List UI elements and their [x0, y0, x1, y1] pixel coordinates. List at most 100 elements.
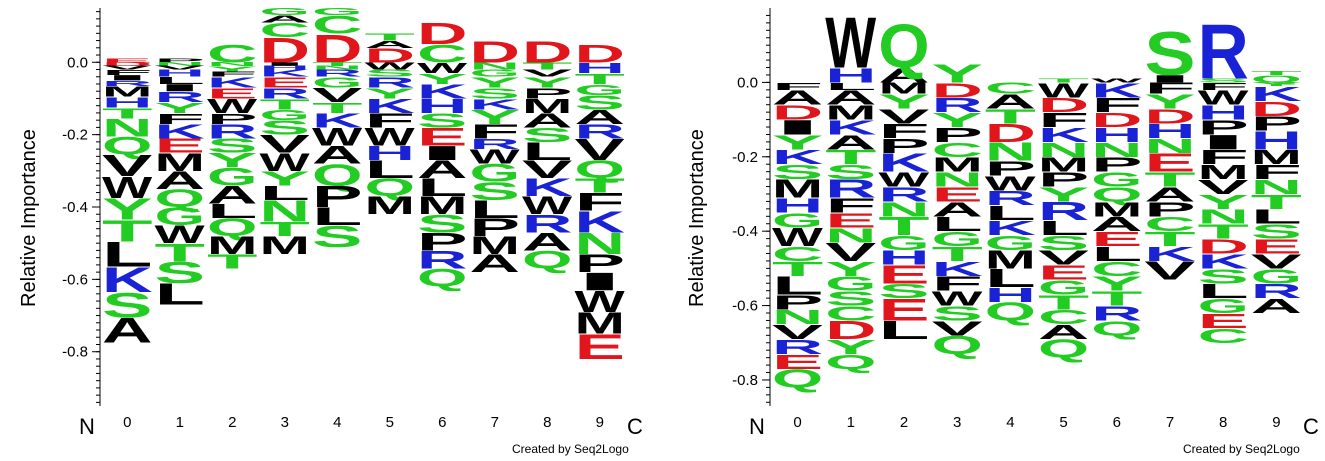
logo-letter-S: S [878, 279, 929, 302]
logo-letter-Q: Q [417, 264, 467, 292]
logo-letter-A: A [365, 39, 416, 50]
logo-letter-G: G [1091, 168, 1142, 191]
logo-letter-E: E [1144, 149, 1195, 178]
logo-letter-Q: Q [932, 331, 983, 360]
logo-letter-P: P [1251, 112, 1302, 135]
logo-letter-E: E [575, 327, 625, 366]
logo-panel-right: Relative Importance N C Created by Seq2L… [686, 2, 1319, 456]
x-tick-label: 2 [900, 414, 908, 431]
logo-letter-G: G [470, 159, 520, 187]
y-tick-label: -0.6 [732, 298, 758, 315]
y-tick-label: -0.4 [732, 223, 758, 240]
logo-letter-P: P [1091, 153, 1142, 176]
logo-letter-W: W [1038, 79, 1089, 102]
logo-letter-N: N [1091, 139, 1142, 162]
x-tick-label: 4 [1006, 414, 1014, 431]
logo-letter-F: F [1198, 80, 1249, 92]
logo-letter-N: N [207, 61, 257, 67]
logo-letter-L: L [155, 75, 205, 86]
logo-letter-I: I [772, 116, 823, 139]
logo-letter-F: F [1144, 79, 1195, 96]
logo-letter-S: S [932, 302, 983, 325]
logo-letter-G: G [260, 6, 310, 17]
logo-letter-P: P [1198, 116, 1249, 139]
logo-letter-R: R [417, 246, 467, 274]
logo-letter-H: H [155, 68, 206, 79]
logo-letter-V: V [1038, 246, 1089, 269]
logo-letter-T: T [102, 105, 152, 122]
logo-letter-R: R [1038, 197, 1089, 226]
logo-letter-G: G [878, 232, 929, 255]
logo-letter-V: V [772, 320, 823, 343]
logo-letter-T: T [1038, 291, 1089, 314]
logo-letter-Y: Y [470, 106, 521, 129]
logo-letter-G: G [1251, 265, 1302, 288]
logo-letter-G: G [1038, 276, 1089, 299]
logo-letter-T: T [575, 174, 626, 196]
logo-letter-W: W [207, 95, 257, 118]
logo-letter-Q: Q [365, 174, 415, 202]
logo-letter-L: L [155, 278, 205, 311]
logo-letter-S: S [522, 124, 572, 147]
logo-letter-V: V [825, 238, 876, 267]
logo-letter-P: P [878, 134, 929, 157]
logo-letter-K: K [1091, 79, 1143, 102]
logo-letter-S: S [102, 286, 152, 325]
logo-letter-L: L [312, 202, 362, 230]
logo-letter-D: D [575, 40, 625, 68]
logo-letter-Y: Y [1091, 272, 1142, 295]
logo-letter-A: A [522, 109, 573, 132]
logo-panel-left: Relative Importance N C Created by Seq2L… [18, 6, 643, 456]
logo-letter-V: V [1251, 250, 1302, 273]
logo-letter-L: L [1251, 205, 1302, 228]
logo-letter-Y: Y [1198, 190, 1249, 213]
logo-letter-V: V [522, 68, 572, 79]
logo-letter-P: P [522, 85, 572, 102]
logo-letter-G: G [575, 81, 625, 98]
logo-letter-Q: Q [772, 364, 823, 393]
logo-letter-K: K [260, 68, 311, 79]
logo-letter-W: W [365, 61, 416, 72]
logo-letter-V: V [155, 65, 206, 71]
logo-letter-W: W [312, 123, 363, 151]
logo-letter-A: A [312, 141, 362, 169]
logo-letter-T: T [772, 257, 823, 280]
logo-letter-L: L [772, 272, 823, 301]
logo-letter-F: F [207, 70, 258, 78]
logo-letter-D: D [102, 61, 152, 67]
logo-letter-L: L [985, 201, 1036, 224]
logo-letter-G: G [1198, 295, 1249, 318]
logo-letter-E: E [1251, 235, 1302, 258]
logo-letter-N: N [470, 60, 521, 71]
logo-letter-R: R [102, 79, 152, 87]
logo-letter-A: A [1144, 183, 1195, 206]
y-tick-label: -0.8 [62, 344, 88, 361]
logo-letter-W: W [1198, 86, 1249, 109]
logo-letter-A: A [470, 250, 520, 278]
logo-letter-Y: Y [1038, 183, 1089, 206]
logo-letter-F: F [1091, 94, 1142, 117]
logo-letter-Q: Q [825, 351, 876, 374]
logo-letter-Q: Q [522, 246, 572, 274]
logo-letter-P: P [417, 228, 468, 256]
logo-letter-P: P [207, 110, 257, 127]
logo-letter-F: F [825, 194, 876, 217]
logo-letter-T: T [1251, 190, 1302, 213]
logo-letter-I: I [575, 268, 625, 296]
logo-letter-V: V [878, 104, 929, 127]
logo-letter-S: S [825, 160, 876, 183]
logo-letter-T: T [1091, 287, 1142, 310]
logo-letter-Y: Y [522, 74, 572, 91]
c-terminus-label: C [627, 414, 643, 439]
logo-letter-R: R [825, 175, 876, 204]
logo-letter-Y: Y [878, 90, 929, 113]
logo-letter-W: W [470, 146, 520, 169]
logo-letter-E: E [878, 293, 929, 327]
logo-letter-D: D [1091, 109, 1142, 132]
logo-letter-R: R [312, 68, 363, 79]
logo-letter-V: V [312, 84, 363, 107]
logo-letter-L: L [1198, 280, 1249, 303]
logo-letter-S: S [772, 160, 823, 183]
logo-letter-H: H [825, 64, 876, 87]
